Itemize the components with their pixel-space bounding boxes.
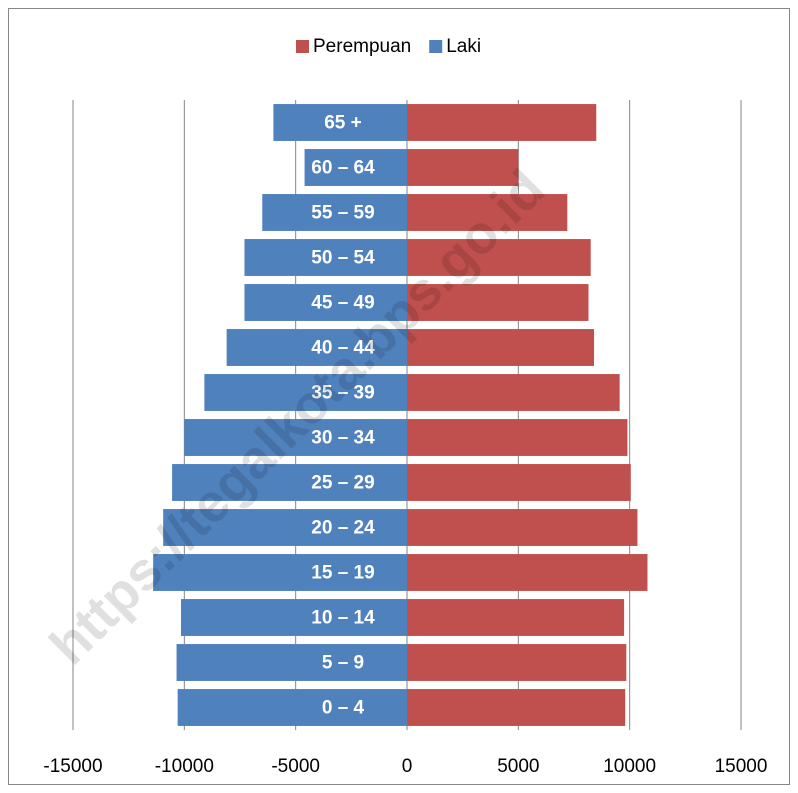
- bar: [407, 194, 568, 231]
- category-label: 40 – 44: [311, 338, 375, 359]
- category-label: 50 – 54: [311, 248, 375, 269]
- category-label: 20 – 24: [311, 518, 375, 539]
- bar: [163, 509, 407, 546]
- bar: [177, 689, 407, 726]
- x-tick-label: -15000: [43, 756, 102, 777]
- x-tick-label: 5000: [497, 756, 539, 777]
- legend-swatch: [296, 40, 309, 53]
- category-label: 15 – 19: [311, 563, 374, 584]
- x-tick-label: 15000: [715, 756, 768, 777]
- bar: [304, 149, 407, 186]
- legend-swatch: [429, 40, 443, 53]
- category-label: 55 – 59: [311, 203, 374, 224]
- bar: [407, 329, 595, 366]
- bar: [407, 509, 638, 546]
- bar: [407, 599, 625, 636]
- category-label: 60 – 64: [311, 158, 375, 179]
- bar: [407, 374, 620, 411]
- bar: [244, 284, 407, 321]
- bar: [172, 464, 407, 501]
- bar: [407, 104, 597, 141]
- bar: [262, 194, 407, 231]
- category-label: 25 – 29: [311, 473, 374, 494]
- x-tick-label: 0: [402, 756, 413, 777]
- category-label: 65 +: [324, 113, 362, 134]
- bar: [180, 599, 407, 636]
- category-label: 45 – 49: [311, 293, 374, 314]
- bar: [204, 374, 407, 411]
- bar: [176, 644, 407, 681]
- legend-label: Perempuan: [313, 36, 411, 57]
- bar: [184, 419, 407, 456]
- category-label: 5 – 9: [322, 653, 364, 674]
- category-label: 30 – 34: [311, 428, 375, 449]
- bar: [407, 149, 519, 186]
- bar: [407, 284, 589, 321]
- bar: [407, 464, 631, 501]
- bar: [153, 554, 407, 591]
- bar: [407, 239, 591, 276]
- category-label: 0 – 4: [322, 698, 365, 719]
- category-label: 35 – 39: [311, 383, 374, 404]
- legend-label: Laki: [446, 36, 481, 57]
- bar: [407, 419, 628, 456]
- bar: [226, 329, 407, 366]
- bar: [407, 554, 648, 591]
- bar: [407, 644, 627, 681]
- x-tick-label: 10000: [603, 756, 656, 777]
- x-tick-label: -5000: [271, 756, 320, 777]
- bar: [273, 104, 407, 141]
- category-label: 10 – 14: [311, 608, 375, 629]
- bar: [407, 689, 626, 726]
- bar: [244, 239, 407, 276]
- x-tick-label: -10000: [155, 756, 214, 777]
